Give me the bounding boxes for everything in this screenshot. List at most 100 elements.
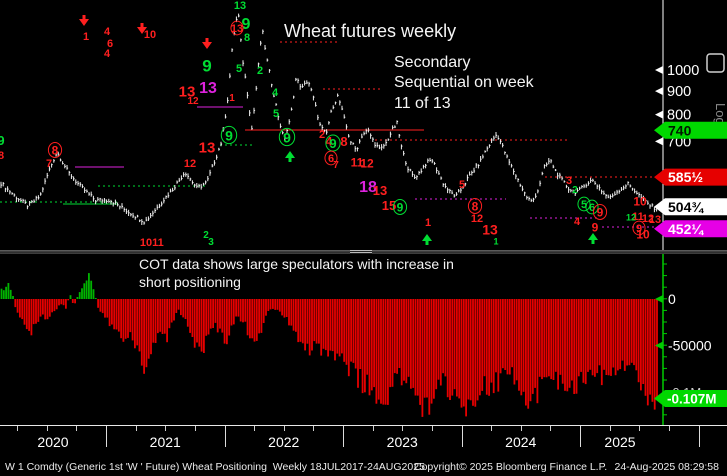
cot-bar <box>612 299 615 368</box>
sell-signal-arrow-icon <box>79 15 89 26</box>
quarter-tick <box>195 426 196 431</box>
price-chart-panel[interactable]: 1 4 6 4 10 9 8 8 7 10 11 12 13 9 9 13 13 12 1 13 9 8 5 13 2 4 5 2 3 9… <box>0 0 727 250</box>
cot-tick-arrow-icon <box>655 295 663 303</box>
td-count-mark: 5 <box>581 199 587 211</box>
cot-bar <box>62 299 65 306</box>
cot-bar <box>30 299 33 336</box>
cot-tick-label: 0 <box>668 291 676 307</box>
cot-bar <box>297 299 300 343</box>
cot-bar <box>265 299 267 316</box>
cot-bar <box>173 299 175 321</box>
cot-bar <box>550 299 553 380</box>
cot-bar <box>603 299 605 370</box>
cot-bar <box>292 299 295 331</box>
cot-bar <box>605 299 608 375</box>
cot-bar <box>230 299 233 326</box>
cot-bar <box>472 299 474 406</box>
cot-bar <box>145 299 148 368</box>
log-scale-label: Log <box>713 103 727 125</box>
td-count-mark: 10 <box>633 195 647 209</box>
cot-bar <box>462 299 465 407</box>
cot-bar <box>168 299 171 329</box>
cot-bar <box>216 299 219 333</box>
cot-bar <box>357 299 359 388</box>
td-count-mark: 13 <box>231 23 243 35</box>
cot-chart-panel[interactable]: 0-50000-0.1M-0.107M COT data shows large… <box>0 254 727 425</box>
cot-bar <box>458 299 461 399</box>
td-count-mark: 12 <box>626 212 636 222</box>
cot-bar <box>439 299 442 386</box>
cot-bar <box>184 299 187 319</box>
cot-bar <box>568 299 571 388</box>
cot-bar <box>159 299 162 332</box>
cot-bar <box>19 299 21 318</box>
cot-bar <box>166 299 168 343</box>
cot-bar <box>120 299 122 339</box>
cot-bar <box>352 299 355 363</box>
cot-bar <box>161 299 164 334</box>
cot-bar <box>515 299 518 381</box>
cot-bar <box>71 299 74 303</box>
td-count-circle <box>592 204 608 220</box>
cot-bar <box>633 299 635 366</box>
cot-bar <box>212 299 214 328</box>
cot-bar <box>274 299 277 310</box>
cot-bar <box>460 299 463 408</box>
td-count-mark: 8 <box>244 32 250 44</box>
td-count-mark: 11 <box>632 211 644 223</box>
cot-bar <box>55 299 58 310</box>
price-series <box>0 13 658 225</box>
cot-bar <box>37 299 40 322</box>
buy-signal-arrow-icon <box>422 234 432 245</box>
cot-bar <box>21 299 24 320</box>
cot-bar <box>430 299 433 404</box>
cot-bar <box>214 299 217 323</box>
sell-signal-arrow-icon <box>137 23 147 34</box>
td-count-mark: 4 <box>104 48 111 60</box>
cot-bar <box>476 299 479 401</box>
cot-chart[interactable]: 0-50000-0.1M-0.107M <box>0 254 727 425</box>
td-count-circle <box>47 142 63 158</box>
cot-bar <box>5 286 7 299</box>
cot-bars <box>0 273 658 417</box>
year-label-2024: 2024 <box>505 434 537 450</box>
splitter-grip-icon[interactable] <box>350 250 372 254</box>
cot-bar <box>456 299 458 397</box>
cot-bar <box>127 299 129 338</box>
chart-options-button[interactable] <box>706 53 725 73</box>
td-count-mark: 4 <box>104 26 111 38</box>
year-boundary-tick <box>343 426 344 447</box>
td-count-mark: 9 <box>636 223 642 235</box>
cot-bar <box>113 299 116 330</box>
td-count-circle <box>392 199 408 215</box>
panel-splitter[interactable] <box>0 250 727 254</box>
cot-bar <box>221 299 224 333</box>
cot-bar <box>131 299 134 341</box>
cot-bar <box>364 299 366 393</box>
cot-bar <box>203 299 205 353</box>
cot-bar <box>69 295 72 299</box>
td-count-mark: 11 <box>351 156 364 170</box>
cot-bar <box>175 299 178 313</box>
cot-bar <box>442 299 444 374</box>
td-count-mark: 6 <box>328 153 334 165</box>
cot-bar <box>559 299 562 375</box>
cot-bar <box>249 299 251 339</box>
td-count-mark: 2 <box>319 129 325 141</box>
cot-bar <box>589 299 592 370</box>
quarter-tick <box>639 426 640 431</box>
td-count-circle <box>220 125 238 145</box>
td-count-mark: 4 <box>272 87 279 99</box>
cot-bar <box>400 299 403 386</box>
cot-bar <box>483 299 486 377</box>
td-count-mark: 2 <box>572 185 578 196</box>
cot-bar <box>513 299 516 385</box>
cot-bar <box>580 299 582 372</box>
cot-bar <box>23 299 26 325</box>
cot-bar <box>251 299 254 339</box>
td-count-mark: 8 <box>52 144 59 158</box>
cot-bar <box>170 299 173 323</box>
td-count-mark: 9 <box>0 133 5 148</box>
cot-bar <box>391 299 394 387</box>
